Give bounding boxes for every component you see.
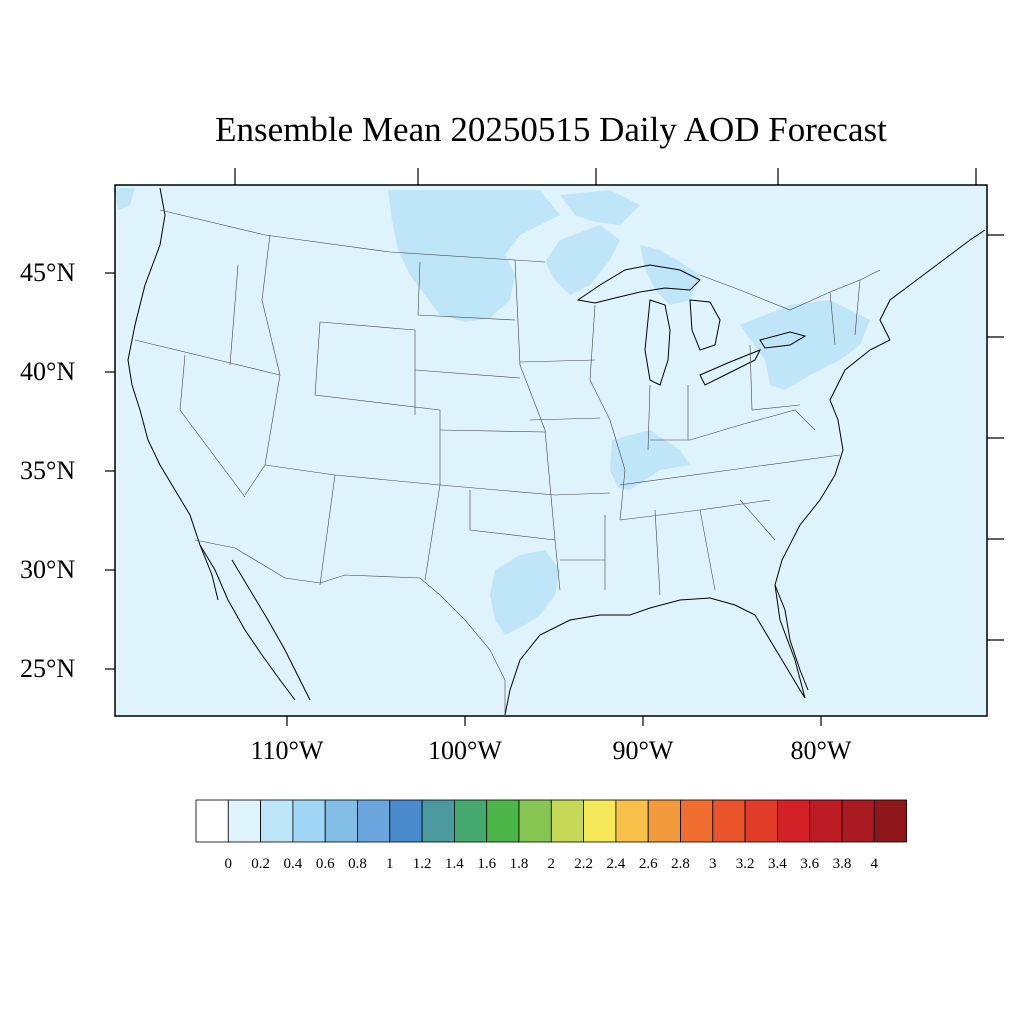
colorbar-tick-label: 3.6 [800, 856, 820, 872]
colorbar-swatch [389, 799, 423, 843]
lat-label-35n: 35°N [20, 456, 76, 485]
map-title: Ensemble Mean 20250515 Daily AOD Forecas… [215, 110, 887, 149]
colorbar-tick-label: 2.4 [606, 856, 626, 872]
colorbar-swatch [227, 799, 262, 843]
colorbar-swatch [647, 799, 681, 843]
lon-label-80w: 80°W [790, 736, 852, 765]
colorbar-tick-label: 1.2 [412, 856, 432, 872]
colorbar-tick-label: 2.6 [638, 856, 658, 872]
great-lake-superior [576, 264, 701, 304]
state-boundaries [134, 209, 881, 715]
us-mexico-border [194, 539, 506, 715]
map-frame [114, 184, 988, 717]
us-canada-border [159, 209, 881, 311]
colorbar-swatch [357, 799, 391, 843]
lat-label-30n: 30°N [20, 555, 76, 584]
great-lake-erie [699, 349, 762, 386]
northeast-coast [879, 229, 986, 341]
colorbar-swatch [809, 799, 843, 843]
colorbar-tick-label: 3.4 [768, 856, 787, 872]
colorbar-tick-label: 1.6 [477, 856, 497, 872]
colorbar-tick-label: 2 [547, 856, 556, 872]
colorbar-swatch [260, 799, 294, 843]
map-background [115, 185, 987, 716]
colorbar-tick-label: 2.2 [574, 856, 593, 872]
colorbar-tick-label: 0.8 [348, 856, 367, 872]
great-lake-michigan [644, 299, 671, 386]
plume-nw-corner [115, 188, 135, 210]
colorbar-tick-label: 0.4 [283, 856, 303, 872]
plume-great-lakes [545, 225, 620, 295]
coastlines [127, 187, 986, 716]
lat-label-25n: 25°N [20, 654, 76, 683]
colorbar-swatch [195, 799, 229, 843]
colorbar-tick-label: 3.8 [832, 856, 852, 872]
colorbar-tick-label: 0.2 [251, 856, 270, 872]
colorbar-tick-label: 0.6 [315, 856, 335, 872]
great-lake-ontario [759, 331, 807, 349]
great-lake-huron [689, 299, 721, 351]
lon-label-90w: 90°W [612, 736, 674, 765]
colorbar-tick-label: 2.8 [671, 856, 690, 872]
colorbar-tick-label: 1.8 [509, 856, 529, 872]
plume-ohio-valley [610, 430, 690, 490]
gulf-california [231, 559, 311, 701]
baja-california [199, 544, 296, 701]
colorbar-swatch [453, 799, 488, 843]
plume-northeast [740, 300, 870, 390]
plume-northern-plains [388, 190, 560, 322]
colorbar-swatch [615, 799, 649, 843]
axis-ticks [105, 168, 1004, 726]
colorbar-tick-label: 1 [386, 856, 394, 872]
colorbar-swatch [518, 799, 552, 843]
colorbar-swatch [583, 799, 617, 843]
lat-label-40n: 40°N [20, 357, 76, 386]
colorbar-tick-label: 1.4 [445, 856, 464, 872]
lat-label-45n: 45°N [20, 258, 76, 287]
colorbar-swatch [873, 799, 907, 843]
colorbar-swatch [486, 799, 520, 843]
colorbar-swatch [292, 799, 326, 843]
colorbar-swatch [680, 799, 714, 843]
lon-label-100w: 100°W [428, 736, 502, 765]
lon-label-110w: 110°W [250, 736, 324, 765]
florida [774, 584, 809, 691]
colorbar-swatch [712, 799, 746, 843]
colorbar-swatch [421, 799, 455, 843]
colorbar [195, 799, 907, 843]
colorbar-swatch [324, 799, 358, 843]
plume-texas [490, 550, 560, 635]
colorbar-swatch [777, 799, 811, 843]
west-coast [127, 187, 219, 601]
colorbar-swatch [550, 799, 584, 843]
colorbar-tick-label: 3 [709, 856, 717, 872]
colorbar-swatch [744, 799, 778, 843]
colorbar-tick-label: 0 [224, 856, 233, 872]
colorbar-tick-label: 3.2 [735, 856, 755, 872]
colorbar-swatch [841, 799, 875, 843]
plume-ontario [560, 190, 640, 225]
gulf-coast [504, 339, 891, 716]
colorbar-tick-label: 4 [870, 856, 879, 872]
